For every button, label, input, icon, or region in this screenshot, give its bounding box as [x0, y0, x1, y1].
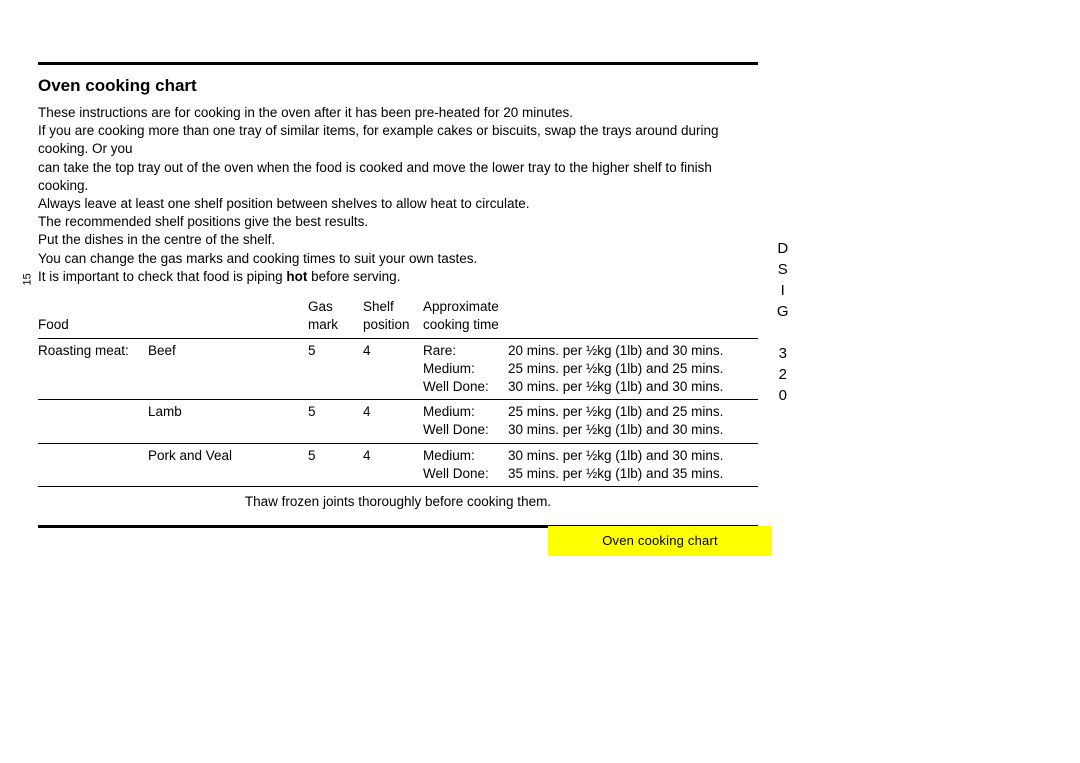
cell-doneness: Medium: Well Done: — [423, 400, 508, 443]
page-title: Oven cooking chart — [38, 75, 758, 98]
col-food: Food — [38, 298, 308, 338]
page-content: Oven cooking chart These instructions ar… — [38, 62, 758, 528]
cell-category: Roasting meat: — [38, 338, 148, 400]
cell-gas: 5 — [308, 443, 363, 486]
intro-text: These instructions are for cooking in th… — [38, 104, 758, 286]
table-header-row: Food Gas mark Shelf position Approximate… — [38, 298, 758, 338]
intro-line: Always leave at least one shelf position… — [38, 195, 758, 213]
cell-time: 25 mins. per ½kg (1lb) and 25 mins. 30 m… — [508, 400, 758, 443]
cell-item: Lamb — [148, 400, 308, 443]
cell-shelf: 4 — [363, 338, 423, 400]
intro-line: You can change the gas marks and cooking… — [38, 250, 758, 268]
intro-line: can take the top tray out of the oven wh… — [38, 159, 758, 195]
cooking-table: Food Gas mark Shelf position Approximate… — [38, 298, 758, 511]
hot-emphasis: hot — [286, 269, 307, 284]
col-gas: Gas mark — [308, 298, 363, 338]
top-rule — [38, 62, 758, 65]
cell-shelf: 4 — [363, 400, 423, 443]
cell-time: 20 mins. per ½kg (1lb) and 30 mins. 25 m… — [508, 338, 758, 400]
model-label: DSIG 320 — [772, 240, 792, 408]
intro-line: These instructions are for cooking in th… — [38, 104, 758, 122]
col-shelf: Shelf position — [363, 298, 423, 338]
cell-gas: 5 — [308, 400, 363, 443]
intro-line: If you are cooking more than one tray of… — [38, 122, 758, 158]
intro-line: It is important to check that food is pi… — [38, 268, 758, 286]
table-row: Pork and Veal 5 4 Medium: Well Done: 30 … — [38, 443, 758, 486]
cell-shelf: 4 — [363, 443, 423, 486]
table-footnote: Thaw frozen joints thoroughly before coo… — [38, 493, 758, 511]
table-row: Roasting meat: Beef 5 4 Rare: Medium: We… — [38, 338, 758, 400]
section-tab: Oven cooking chart — [548, 526, 772, 556]
col-time: Approximate cooking time — [423, 298, 758, 338]
cell-doneness: Rare: Medium: Well Done: — [423, 338, 508, 400]
cell-doneness: Medium: Well Done: — [423, 443, 508, 486]
cell-gas: 5 — [308, 338, 363, 400]
cell-item: Beef — [148, 338, 308, 400]
table-row: Lamb 5 4 Medium: Well Done: 25 mins. per… — [38, 400, 758, 443]
cell-time: 30 mins. per ½kg (1lb) and 30 mins. 35 m… — [508, 443, 758, 486]
cell-item: Pork and Veal — [148, 443, 308, 486]
intro-line: The recommended shelf positions give the… — [38, 213, 758, 231]
intro-line: Put the dishes in the centre of the shel… — [38, 231, 758, 249]
page-number: 15 — [21, 273, 36, 285]
